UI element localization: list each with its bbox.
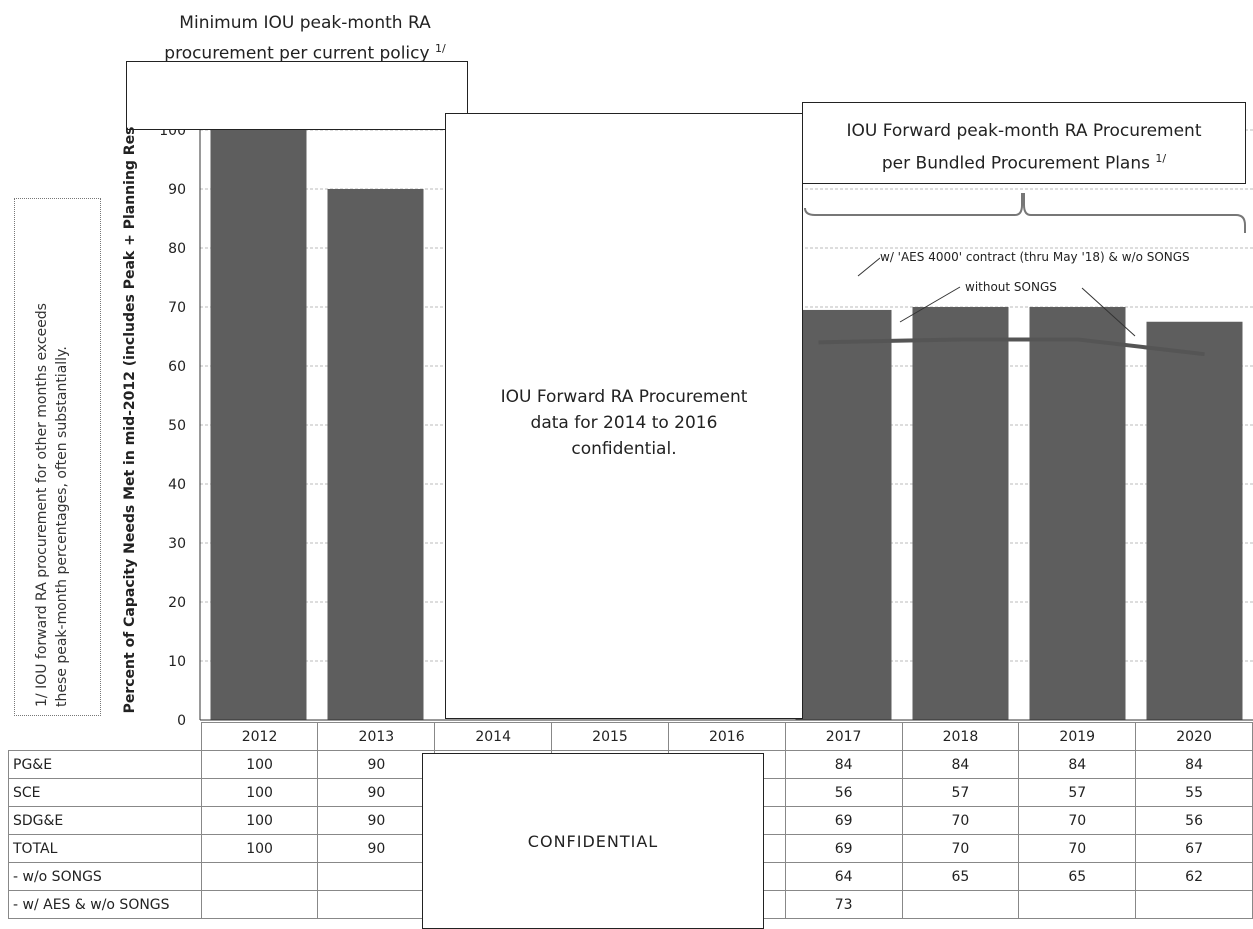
y-tick-label: 20 xyxy=(168,595,186,611)
table-cell: 90 xyxy=(317,806,436,835)
footnote-box xyxy=(14,198,101,716)
y-tick-label: 70 xyxy=(168,300,186,316)
confidential-chart-box: IOU Forward RA Procurement data for 2014… xyxy=(445,113,803,719)
center-note-line2: data for 2014 to 2016 xyxy=(530,413,718,433)
bar-2013 xyxy=(327,189,424,720)
table-cell: 84 xyxy=(1018,750,1137,779)
table-row-label: PG&E xyxy=(8,750,202,779)
bar-2018 xyxy=(912,307,1009,720)
table-year-header: 2015 xyxy=(551,722,669,751)
table-year-header: 2014 xyxy=(434,722,553,751)
table-cell: 57 xyxy=(1018,778,1137,807)
y-tick-label: 30 xyxy=(168,536,186,552)
confidential-table-box: CONFIDENTIAL xyxy=(422,753,764,929)
footnote-line2: these peak-month percentages, often subs… xyxy=(54,346,70,707)
bar-2012 xyxy=(210,130,307,720)
table-cell xyxy=(317,890,436,919)
table-cell: 55 xyxy=(1135,778,1253,807)
footnote-text: 1/ IOU forward RA procurement for other … xyxy=(32,207,82,707)
right-title-line1: IOU Forward peak-month RA Procurement xyxy=(846,121,1202,141)
table-cell: 90 xyxy=(317,834,436,863)
table-cell: 56 xyxy=(1135,806,1253,835)
table-corner xyxy=(9,723,202,751)
table-cell: 67 xyxy=(1135,834,1253,863)
left-title-sup: 1/ xyxy=(434,42,446,55)
table-cell: 70 xyxy=(1018,834,1137,863)
aes-arrow xyxy=(857,257,881,277)
center-note-line1: IOU Forward RA Procurement xyxy=(500,387,748,407)
table-cell: 84 xyxy=(1135,750,1253,779)
table-cell: 100 xyxy=(200,750,319,779)
table-row-label: TOTAL xyxy=(8,834,202,863)
table-cell: 100 xyxy=(200,806,319,835)
center-note-line3: confidential. xyxy=(571,439,677,459)
table-cell: 64 xyxy=(784,862,903,891)
table-row-label: SCE xyxy=(8,778,202,807)
table-cell: 100 xyxy=(200,834,319,863)
songs-arrow-right xyxy=(1081,287,1136,337)
table-row-label: - w/o SONGS xyxy=(8,862,202,891)
left-title-line2: procurement per current policy xyxy=(164,43,430,64)
table-year-header: 2012 xyxy=(200,722,319,751)
right-title-line2: per Bundled Procurement Plans xyxy=(881,153,1150,174)
table-cell: 73 xyxy=(784,890,903,919)
table-cell: 56 xyxy=(784,778,903,807)
table-cell: 57 xyxy=(901,778,1020,807)
line-series xyxy=(818,337,1205,357)
table-cell xyxy=(200,890,319,919)
table-cell: 69 xyxy=(784,806,903,835)
table-cell xyxy=(200,862,319,891)
bar-series xyxy=(210,130,1243,720)
bracket-brace xyxy=(804,193,1246,233)
y-tick-label: 80 xyxy=(168,241,186,257)
table-cell xyxy=(1135,890,1253,919)
table-cell xyxy=(1018,890,1137,919)
table-year-header: 2013 xyxy=(317,722,436,751)
table-row-label: - w/ AES & w/o SONGS xyxy=(8,890,202,919)
table-cell: 70 xyxy=(901,806,1020,835)
y-tick-label: 10 xyxy=(168,654,186,670)
table-cell xyxy=(317,862,436,891)
aes-annotation: w/ 'AES 4000' contract (thru May '18) & … xyxy=(880,250,1190,264)
table-cell: 65 xyxy=(901,862,1020,891)
left-title-line1: Minimum IOU peak-month RA xyxy=(179,13,431,33)
bar-2020 xyxy=(1146,321,1243,720)
table-cell: 65 xyxy=(1018,862,1137,891)
y-tick-label: 40 xyxy=(168,477,186,493)
table-cell: 69 xyxy=(784,834,903,863)
table-row-label: SDG&E xyxy=(8,806,202,835)
table-cell: 70 xyxy=(901,834,1020,863)
table-cell: 62 xyxy=(1135,862,1253,891)
table-cell: 90 xyxy=(317,778,436,807)
table-cell: 70 xyxy=(1018,806,1137,835)
left-title: Minimum IOU peak-month RA procurement pe… xyxy=(150,10,460,67)
table-year-header: 2020 xyxy=(1135,722,1253,751)
table-cell: 100 xyxy=(200,778,319,807)
y-tick-label: 50 xyxy=(168,418,186,434)
right-title-box: IOU Forward peak-month RA Procurement pe… xyxy=(802,102,1246,184)
table-cell: 90 xyxy=(317,750,436,779)
table-year-header: 2017 xyxy=(784,722,903,751)
y-tick-label: 60 xyxy=(168,359,186,375)
songs-line xyxy=(818,337,1205,357)
table-cell: 84 xyxy=(784,750,903,779)
table-cell: 84 xyxy=(901,750,1020,779)
right-title-sup: 1/ xyxy=(1155,152,1167,165)
table-cell xyxy=(901,890,1020,919)
songs-arrow-left xyxy=(899,286,961,323)
table-year-header: 2016 xyxy=(667,722,786,751)
table-year-header: 2018 xyxy=(901,722,1020,751)
y-tick-label: 90 xyxy=(168,182,186,198)
songs-annotation: without SONGS xyxy=(965,280,1057,294)
y-axis-label: Percent of Capacity Needs Met in mid-201… xyxy=(122,126,138,714)
table-header-row: 2012 2013 2014 2015 2016 2017 2018 2019 2020 xyxy=(9,722,1253,751)
y-tick-label: 0 xyxy=(177,713,186,729)
bar-2017 xyxy=(795,309,892,720)
table-year-header: 2019 xyxy=(1018,722,1137,751)
footnote-line1: 1/ IOU forward RA procurement for other … xyxy=(34,303,50,707)
left-title-overlay-box xyxy=(126,61,468,130)
bar-2019 xyxy=(1029,307,1126,720)
